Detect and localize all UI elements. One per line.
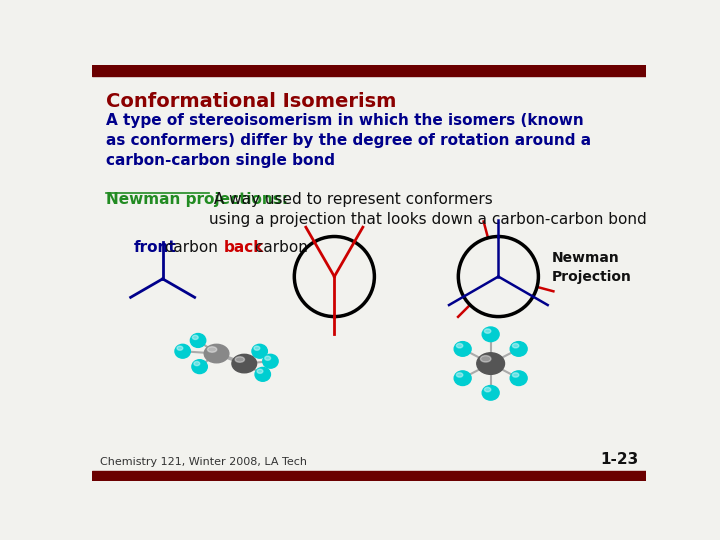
Ellipse shape (454, 371, 471, 386)
Ellipse shape (456, 373, 463, 377)
Text: A type of stereoisomerism in which the isomers (known
as conformers) differ by t: A type of stereoisomerism in which the i… (106, 112, 591, 168)
Ellipse shape (255, 367, 271, 381)
Ellipse shape (192, 335, 198, 340)
Ellipse shape (194, 361, 199, 366)
Ellipse shape (456, 343, 463, 348)
Ellipse shape (232, 354, 256, 373)
Text: carbon: carbon (250, 240, 307, 254)
Ellipse shape (485, 387, 491, 392)
Ellipse shape (510, 342, 527, 356)
Ellipse shape (513, 373, 519, 377)
Ellipse shape (485, 329, 491, 333)
Ellipse shape (263, 354, 278, 368)
Bar (92, 65, 647, 76)
Ellipse shape (204, 345, 229, 363)
Ellipse shape (454, 342, 471, 356)
Ellipse shape (482, 386, 499, 400)
Ellipse shape (235, 357, 245, 362)
Text: 1-23: 1-23 (600, 452, 639, 467)
Ellipse shape (480, 355, 491, 362)
Bar (92, 471, 647, 481)
Text: A way used to represent conformers
using a projection that looks down a carbon-c: A way used to represent conformers using… (209, 192, 647, 227)
Ellipse shape (252, 345, 267, 358)
Text: Newman projections:: Newman projections: (106, 192, 288, 207)
Text: carbon: carbon (160, 240, 217, 254)
Text: Conformational Isomerism: Conformational Isomerism (106, 92, 396, 111)
Ellipse shape (207, 347, 217, 352)
Ellipse shape (177, 346, 183, 350)
Ellipse shape (482, 327, 499, 342)
Ellipse shape (513, 343, 519, 348)
Text: front: front (134, 240, 177, 254)
Ellipse shape (257, 369, 263, 373)
Text: Newman
Projection: Newman Projection (552, 251, 631, 284)
Ellipse shape (190, 334, 206, 347)
Ellipse shape (265, 356, 271, 360)
Ellipse shape (192, 360, 207, 374)
Ellipse shape (477, 353, 505, 374)
Ellipse shape (254, 346, 260, 350)
Text: back: back (224, 240, 265, 254)
Ellipse shape (175, 345, 190, 358)
Text: Chemistry 121, Winter 2008, LA Tech: Chemistry 121, Winter 2008, LA Tech (99, 457, 307, 467)
Ellipse shape (510, 371, 527, 386)
